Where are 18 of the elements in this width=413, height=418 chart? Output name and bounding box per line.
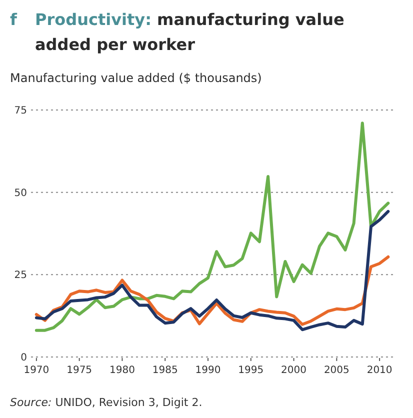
y-tick-label: 75: [14, 106, 27, 116]
y-tick-label: 25: [14, 270, 27, 282]
y-tick-label: 50: [14, 188, 27, 199]
x-tick-label: 1985: [152, 365, 178, 376]
x-tick-label: 1995: [238, 365, 264, 376]
line-series: [34, 122, 390, 332]
x-tick-label: 1975: [66, 365, 92, 376]
y-axis-title: Manufacturing value added ($ thousands): [10, 71, 262, 85]
source-note: Source: UNIDO, Revision 3, Digit 2.: [10, 396, 202, 409]
x-tick-label: 2000: [281, 365, 307, 376]
x-tick-label: 1980: [109, 365, 135, 376]
chart-title: f Productivity: manufacturing value added per worker: [10, 10, 344, 54]
y-tick-label: 0: [20, 352, 27, 364]
line-series: [34, 210, 390, 332]
x-tick-label: 1970: [24, 365, 50, 376]
x-tick-label: 2010: [366, 365, 392, 376]
x-tick-label: 2005: [324, 365, 350, 376]
x-tick-label: 1990: [195, 365, 221, 376]
